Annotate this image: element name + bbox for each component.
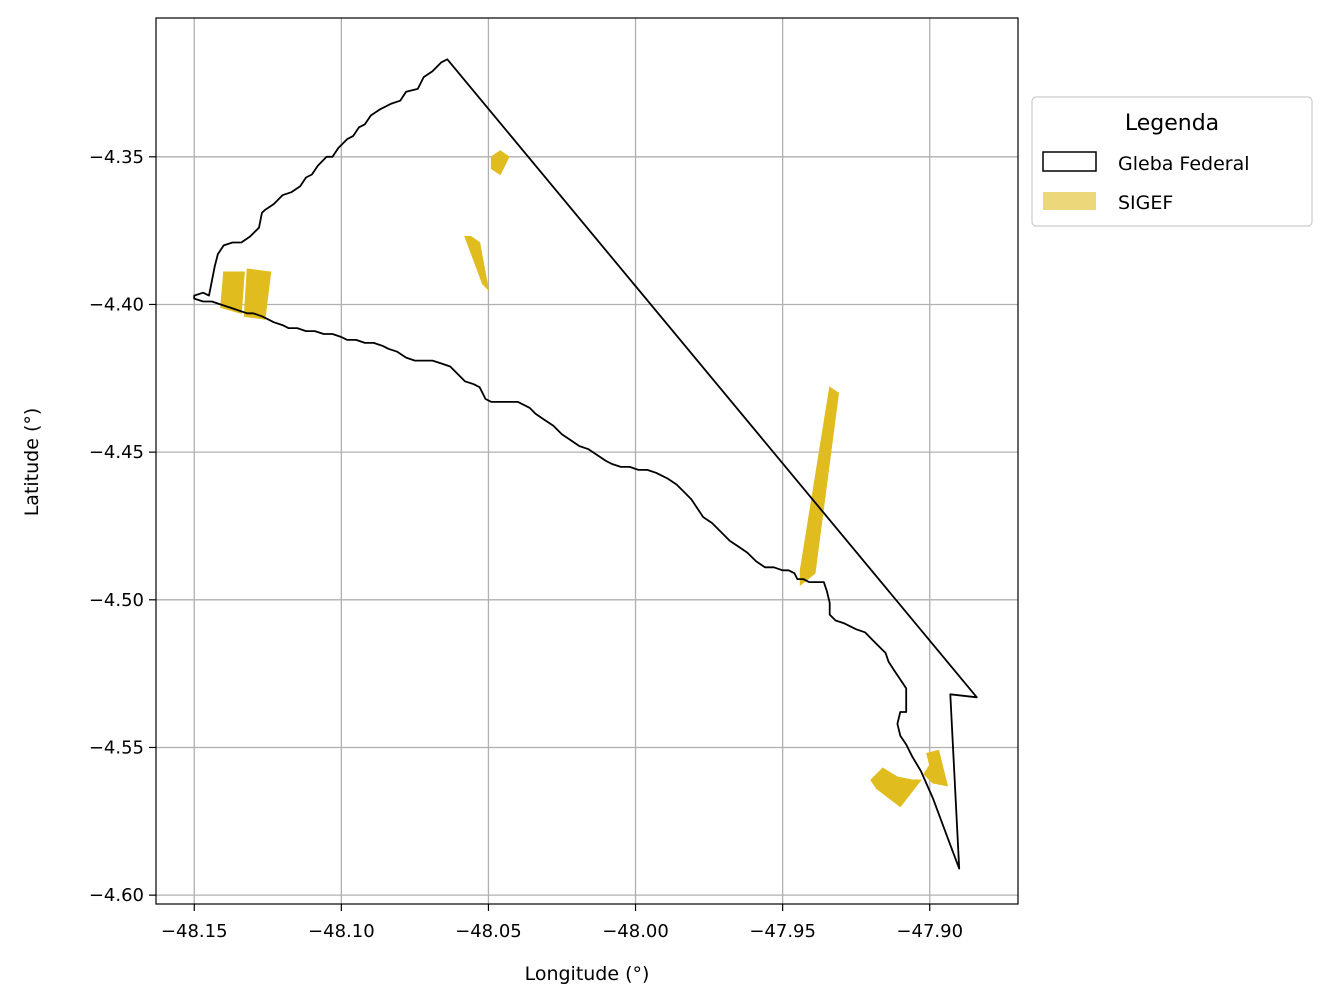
axes-frame [155, 17, 1019, 905]
sigef-parcel [870, 767, 922, 808]
x-tick-label: −48.15 [161, 921, 228, 942]
legend-swatch-sigef [1043, 192, 1096, 210]
x-tick-label: −48.10 [308, 921, 375, 942]
legend: Legenda Gleba Federal SIGEF [1031, 96, 1313, 227]
sigef-parcel [464, 236, 490, 292]
y-tick-label: −4.35 [89, 147, 144, 168]
sigef-parcel [799, 386, 840, 587]
y-tick-label: −4.45 [89, 442, 144, 463]
y-tick-label: −4.50 [89, 590, 144, 611]
sigef-parcel [220, 271, 245, 314]
grid-lines [156, 18, 1018, 904]
legend-label-gleba: Gleba Federal [1118, 153, 1250, 175]
legend-swatch-gleba [1042, 151, 1097, 172]
x-tick-label: −48.00 [602, 921, 669, 942]
y-tick-label: −4.55 [89, 737, 144, 758]
sigef-parcel [490, 150, 510, 176]
y-tick-label: −4.40 [89, 294, 144, 315]
x-tick-label: −47.95 [749, 921, 816, 942]
y-axis-title: Latitude (°) [21, 408, 43, 517]
x-tick-label: −48.05 [455, 921, 522, 942]
sigef-parcel [923, 749, 949, 787]
map-layer [193, 58, 978, 870]
x-axis-title: Longitude (°) [525, 963, 650, 985]
y-tick-label: −4.60 [89, 885, 144, 906]
legend-box [1031, 96, 1313, 227]
axis-ticks: −48.15 −48.10 −48.05 −48.00 −47.95 −47.90 −4.3… [89, 147, 963, 942]
sigef-parcel [243, 268, 272, 320]
legend-label-sigef: SIGEF [1118, 192, 1173, 214]
x-tick-label: −47.90 [896, 921, 963, 942]
legend-title: Legenda [1125, 111, 1219, 136]
gleba-federal-boundary [193, 58, 978, 870]
